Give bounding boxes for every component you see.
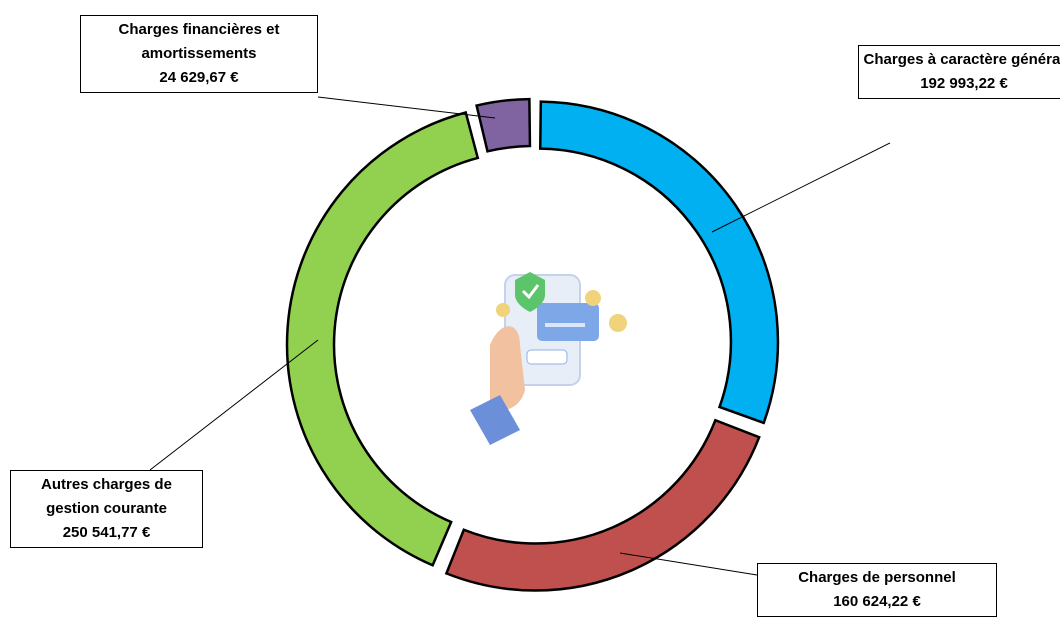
value-label: 192 993,22 €	[863, 72, 1060, 96]
category-label: Autres charges de gestion courante	[15, 473, 198, 521]
category-label: Charges à caractère général	[863, 48, 1060, 72]
leader-line	[150, 340, 318, 470]
category-label: Charges de personnel	[762, 566, 992, 590]
page: (() => { const data = JSON.parse(documen…	[0, 0, 1060, 628]
value-label: 24 629,67 €	[85, 66, 313, 90]
value-label: 160 624,22 €	[762, 590, 992, 614]
value-label: 250 541,77 €	[15, 521, 198, 545]
leader-line	[712, 143, 890, 232]
donut-segment	[477, 99, 530, 151]
donut-segment	[287, 113, 478, 566]
category-label: Charges financières et amortissements	[85, 18, 313, 66]
center-illustration	[470, 272, 627, 445]
leader-line	[318, 97, 495, 118]
donut-segment	[446, 420, 759, 590]
